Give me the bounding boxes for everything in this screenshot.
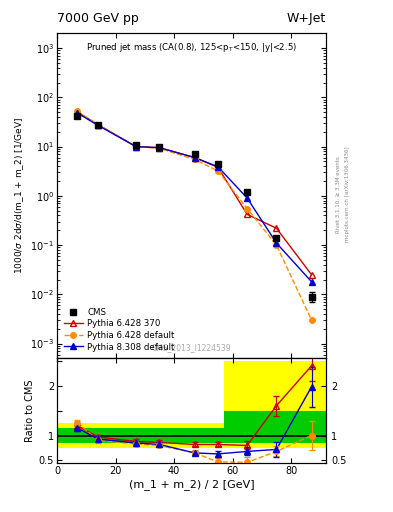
Text: Pruned jet mass (CA(0.8), 125<p$_{\rm T}$<150, |y|<2.5): Pruned jet mass (CA(0.8), 125<p$_{\rm T}…	[86, 41, 297, 54]
Text: mcplots.cern.ch [arXiv:1306.3436]: mcplots.cern.ch [arXiv:1306.3436]	[345, 147, 350, 242]
Bar	[224, 411, 268, 443]
Bar	[268, 361, 326, 448]
Bar	[57, 423, 92, 448]
Bar	[121, 423, 224, 448]
Text: Rivet 3.1.10, ≥ 3.3M events: Rivet 3.1.10, ≥ 3.3M events	[336, 156, 341, 233]
Y-axis label: 1000/$\sigma$ 2d$\sigma$/d(m_1 + m_2) [1/GeV]: 1000/$\sigma$ 2d$\sigma$/d(m_1 + m_2) [1…	[13, 117, 26, 274]
X-axis label: (m_1 + m_2) / 2 [GeV]: (m_1 + m_2) / 2 [GeV]	[129, 479, 254, 490]
Legend: CMS, Pythia 6.428 370, Pythia 6.428 default, Pythia 8.308 default: CMS, Pythia 6.428 370, Pythia 6.428 defa…	[61, 305, 177, 354]
Bar	[268, 411, 326, 443]
Bar	[57, 428, 92, 443]
Text: 7000 GeV pp: 7000 GeV pp	[57, 12, 139, 25]
Bar	[92, 428, 121, 443]
Y-axis label: Ratio to CMS: Ratio to CMS	[25, 379, 35, 442]
Bar	[224, 361, 268, 448]
Bar	[92, 423, 121, 448]
Bar	[121, 428, 224, 443]
Text: W+Jet: W+Jet	[287, 12, 326, 25]
Text: CMS_2013_I1224539: CMS_2013_I1224539	[152, 343, 231, 352]
